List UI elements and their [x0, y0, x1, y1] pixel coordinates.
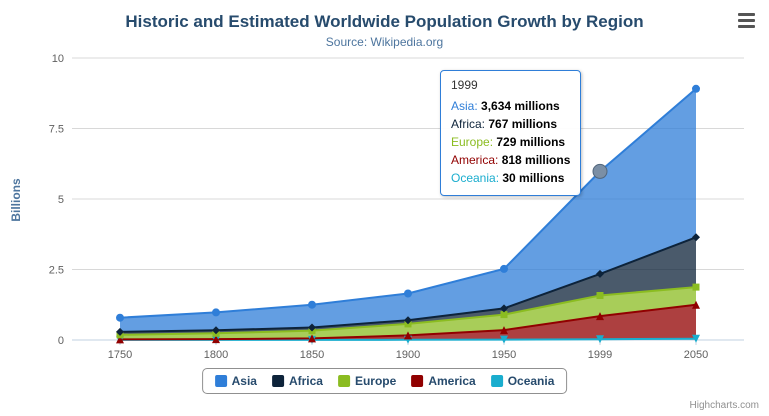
credits-link[interactable]: Highcharts.com [689, 400, 759, 411]
chart-subtitle: Source: Wikipedia.org [325, 35, 444, 49]
legend-label: Asia [231, 374, 257, 388]
tooltip-series-name: Europe: [451, 135, 497, 149]
legend-item-oceania[interactable]: Oceania [490, 374, 555, 388]
tooltip-row-oceania: Oceania: 30 millions [451, 169, 570, 187]
legend-label: Africa [288, 374, 323, 388]
marker-america[interactable] [116, 335, 124, 344]
marker-america[interactable] [404, 331, 412, 340]
marker-asia[interactable] [116, 313, 124, 322]
marker-asia[interactable] [692, 84, 700, 93]
area-asia[interactable] [120, 88, 696, 332]
x-axis-label: 1850 [300, 349, 324, 361]
y-axis-label: 0 [58, 335, 64, 347]
x-axis-label: 1900 [396, 349, 420, 361]
area-africa[interactable] [120, 237, 696, 335]
legend-label: Europe [354, 374, 397, 388]
marker-oceania[interactable] [692, 334, 700, 343]
marker-europe[interactable] [596, 292, 604, 299]
legend-swatch-oceania [490, 375, 503, 387]
marker-oceania[interactable] [596, 335, 604, 344]
marker-europe[interactable] [500, 311, 508, 319]
marker-america[interactable] [308, 334, 316, 343]
tooltip-rows: Asia: 3,634 millions Africa: 767 millions… [451, 97, 570, 187]
marker-africa[interactable] [692, 233, 700, 242]
marker-africa[interactable] [500, 304, 508, 313]
y-axis-label: 2.5 [49, 265, 64, 277]
tooltip-series-value: 729 millions [496, 135, 566, 149]
x-axis-label: 1950 [492, 349, 516, 361]
area-america[interactable] [120, 304, 696, 340]
marker-asia[interactable] [500, 264, 508, 273]
marker-europe[interactable] [692, 283, 700, 291]
marker-america[interactable] [500, 326, 508, 335]
marker-asia[interactable] [404, 289, 412, 298]
marker-africa[interactable] [404, 316, 412, 325]
tooltip-series-name: Africa: [451, 117, 489, 131]
tooltip-header: 1999 [451, 78, 478, 92]
tooltip-series-value: 818 millions [501, 153, 571, 167]
marker-america[interactable] [692, 300, 700, 309]
tooltip-row-asia: Asia: 3,634 millions [451, 97, 570, 115]
legend-label: Oceania [507, 374, 555, 388]
tooltip-series-name: America: [451, 153, 502, 167]
tooltip-series-value: 3,634 millions [481, 99, 560, 113]
tooltip-series-name: Asia: [451, 99, 482, 113]
legend-swatch-asia [214, 375, 227, 387]
legend-item-america[interactable]: America [411, 374, 476, 388]
x-axis-label: 1750 [108, 349, 132, 361]
legend-swatch-africa [271, 375, 284, 387]
tooltip-series-name: Oceania: [451, 171, 503, 185]
tooltip-row-africa: Africa: 767 millions [451, 115, 570, 133]
legend-swatch-europe [337, 375, 350, 387]
tooltip-row-america: America: 818 millions [451, 151, 570, 169]
x-axis-label: 2050 [684, 349, 708, 361]
marker-africa[interactable] [308, 323, 316, 332]
marker-africa[interactable] [212, 326, 220, 335]
y-axis-label: 10 [52, 53, 64, 65]
y-axis-label: 5 [58, 194, 64, 206]
marker-africa[interactable] [596, 269, 604, 278]
marker-africa[interactable] [116, 327, 124, 336]
marker-oceania[interactable] [500, 335, 508, 344]
y-axis-label: 7.5 [49, 124, 64, 136]
legend: Asia Africa Europe America Oceania [201, 368, 568, 394]
tooltip-series-value: 767 millions [488, 117, 558, 131]
marker-asia[interactable] [212, 308, 220, 317]
legend-item-asia[interactable]: Asia [214, 374, 257, 388]
tooltip-row-europe: Europe: 729 millions [451, 133, 570, 151]
marker-america[interactable] [212, 335, 220, 344]
marker-america[interactable] [596, 312, 604, 321]
marker-asia[interactable] [308, 300, 316, 309]
legend-swatch-america [411, 375, 424, 387]
export-menu-icon[interactable] [738, 13, 755, 31]
tooltip-series-value: 30 millions [502, 171, 565, 185]
legend-item-europe[interactable]: Europe [337, 374, 397, 388]
burger-line [738, 19, 755, 22]
burger-line [738, 13, 755, 16]
x-axis-label: 1800 [204, 349, 228, 361]
tooltip: 1999 Asia: 3,634 millions Africa: 767 mil… [440, 70, 582, 196]
chart-title: Historic and Estimated Worldwide Populat… [125, 12, 644, 31]
legend-item-africa[interactable]: Africa [271, 374, 323, 388]
hovered-point[interactable] [592, 163, 608, 179]
burger-line [738, 25, 755, 28]
x-axis-label: 1999 [588, 349, 612, 361]
legend-label: America [428, 374, 476, 388]
